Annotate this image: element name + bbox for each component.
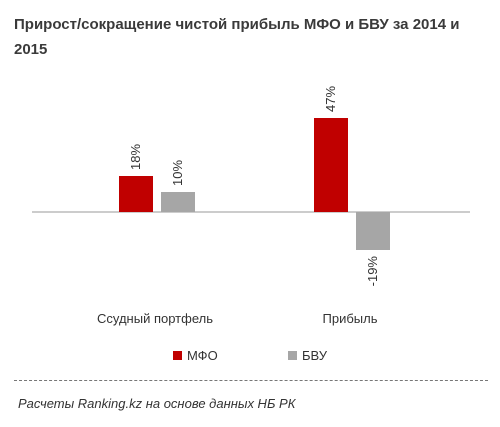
bar-mfo-0	[119, 176, 153, 212]
divider-line	[14, 380, 488, 381]
legend-label: БВУ	[302, 348, 328, 363]
category-label: Прибыль	[323, 311, 378, 326]
chart-title: Прирост/сокращение чистой прибыль МФО и …	[14, 16, 460, 58]
bar-mfo-1	[314, 118, 348, 212]
data-label: -19%	[365, 256, 380, 287]
bar-bvu-0	[161, 192, 195, 212]
legend-swatch-bvu	[288, 351, 297, 360]
source-note: Расчеты Ranking.kz на основе данных НБ Р…	[18, 396, 296, 411]
category-label: Ссудный портфель	[97, 311, 213, 326]
bar-chart: 18% 47% 10% -19% Ссудный портфель Прибыль МФО Б…	[32, 86, 470, 363]
legend-label: МФО	[187, 348, 218, 363]
data-label: 10%	[170, 160, 185, 186]
plot-area: 18% 47% 10% -19% Ссудный портфель Прибыль МФО Б…	[32, 86, 470, 363]
bar-bvu-1	[356, 212, 390, 250]
data-label: 18%	[128, 144, 143, 170]
data-label: 47%	[323, 86, 338, 112]
legend-swatch-mfo	[173, 351, 182, 360]
